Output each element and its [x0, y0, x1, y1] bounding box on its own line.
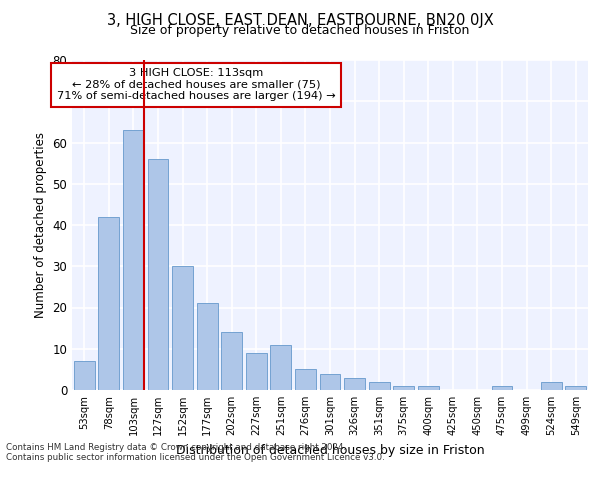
Bar: [221, 332, 242, 390]
Bar: [320, 374, 340, 390]
Bar: [418, 386, 439, 390]
Y-axis label: Number of detached properties: Number of detached properties: [34, 132, 47, 318]
Text: 3, HIGH CLOSE, EAST DEAN, EASTBOURNE, BN20 0JX: 3, HIGH CLOSE, EAST DEAN, EASTBOURNE, BN…: [107, 12, 493, 28]
Bar: [271, 344, 292, 390]
Bar: [172, 266, 193, 390]
Text: Contains public sector information licensed under the Open Government Licence v3: Contains public sector information licen…: [6, 452, 385, 462]
Bar: [197, 304, 218, 390]
X-axis label: Distribution of detached houses by size in Friston: Distribution of detached houses by size …: [176, 444, 484, 456]
Bar: [98, 217, 119, 390]
Bar: [246, 353, 267, 390]
Bar: [148, 159, 169, 390]
Bar: [123, 130, 144, 390]
Bar: [344, 378, 365, 390]
Bar: [74, 361, 95, 390]
Bar: [565, 386, 586, 390]
Text: 3 HIGH CLOSE: 113sqm
← 28% of detached houses are smaller (75)
71% of semi-detac: 3 HIGH CLOSE: 113sqm ← 28% of detached h…: [56, 68, 335, 102]
Text: Size of property relative to detached houses in Friston: Size of property relative to detached ho…: [130, 24, 470, 37]
Bar: [295, 370, 316, 390]
Bar: [541, 382, 562, 390]
Bar: [368, 382, 389, 390]
Bar: [491, 386, 512, 390]
Bar: [393, 386, 414, 390]
Text: Contains HM Land Registry data © Crown copyright and database right 2024.: Contains HM Land Registry data © Crown c…: [6, 442, 346, 452]
